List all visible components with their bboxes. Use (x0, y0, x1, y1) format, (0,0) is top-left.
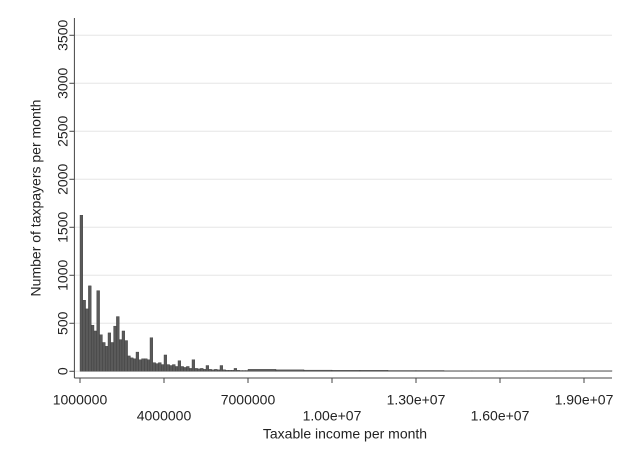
bar (188, 368, 193, 372)
bar (90, 325, 95, 372)
bar (172, 364, 176, 372)
bar (155, 363, 159, 372)
y-tick-label: 2000 (55, 163, 71, 194)
bar (186, 366, 190, 372)
bar (242, 370, 246, 372)
bar (127, 355, 131, 372)
bar (230, 370, 235, 372)
bar (202, 369, 207, 372)
bar (169, 365, 173, 372)
bar (141, 358, 145, 372)
bar (85, 308, 89, 372)
bar (239, 370, 243, 372)
bar (247, 369, 277, 372)
y-tick-label: 1000 (55, 259, 71, 290)
bar (415, 370, 445, 372)
x-axis-label: Taxable income per month (263, 426, 427, 442)
bar (233, 368, 237, 372)
bar (183, 367, 187, 372)
x-tick-label: 1.90e+07 (555, 392, 614, 408)
bar (158, 362, 162, 372)
y-tick-label: 2500 (55, 115, 71, 146)
bar (135, 351, 139, 372)
bar (194, 368, 198, 372)
bar (236, 370, 240, 372)
bar (228, 370, 232, 372)
bar (102, 342, 106, 372)
bar (359, 370, 389, 372)
bar (177, 360, 181, 372)
bar (471, 370, 501, 372)
bar (191, 359, 195, 372)
bar (124, 340, 128, 372)
bar (216, 369, 221, 372)
x-tick-label: 1.00e+07 (303, 408, 362, 424)
bar (166, 364, 170, 372)
y-tick-label: 3500 (55, 19, 71, 50)
y-tick-label: 0 (55, 367, 71, 375)
bar (174, 366, 179, 372)
bar (132, 358, 137, 372)
bar (107, 332, 111, 372)
bar (219, 365, 223, 372)
bar (93, 330, 97, 372)
bar (222, 369, 226, 372)
y-tick-label: 3000 (55, 67, 71, 98)
bar (163, 354, 167, 372)
bar (180, 366, 184, 372)
bar (121, 330, 125, 372)
bar (225, 370, 229, 372)
x-tick-label: 1.30e+07 (387, 392, 446, 408)
bar (387, 370, 417, 372)
x-tick-label: 1000000 (53, 392, 108, 408)
bar (197, 368, 201, 372)
y-axis-label: Number of taxpayers per month (28, 100, 44, 297)
bar (211, 369, 215, 372)
bar (79, 215, 83, 372)
bar (244, 370, 249, 372)
bar (214, 369, 218, 372)
x-tick-label: 4000000 (137, 408, 192, 424)
bar (200, 368, 204, 372)
y-tick-label: 500 (55, 311, 71, 335)
y-tick-label: 1500 (55, 211, 71, 242)
bar (110, 342, 114, 372)
bar (205, 365, 209, 372)
bar (130, 357, 134, 372)
bar (331, 370, 361, 372)
bar (149, 337, 153, 372)
bar (138, 359, 142, 372)
bar (275, 369, 305, 372)
bar (104, 346, 109, 372)
bar (160, 364, 165, 372)
bar (443, 370, 473, 372)
bar (208, 369, 212, 372)
bar (96, 290, 100, 372)
x-tick-label: 7000000 (221, 392, 276, 408)
bar (152, 362, 156, 372)
bar (146, 359, 151, 372)
bar (88, 285, 92, 372)
bar (303, 369, 333, 372)
bar (118, 339, 123, 372)
bar (113, 325, 117, 372)
bar (82, 300, 86, 372)
x-tick-label: 1.60e+07 (471, 408, 530, 424)
bar (99, 334, 103, 372)
bar (116, 316, 120, 372)
bar (144, 358, 148, 372)
